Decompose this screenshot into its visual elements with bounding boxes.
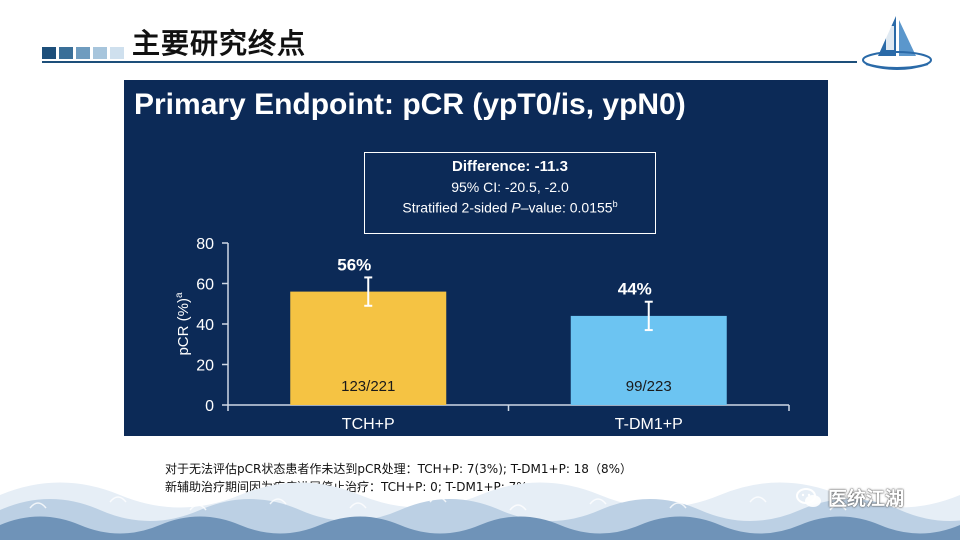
bar-chart: 0 20 40 60 80 pCR (%)a 56% 123/221 TCH+P 44% 99/22… (174, 236, 790, 433)
y-tick-label: 40 (196, 317, 214, 334)
panel-title: Primary Endpoint: pCR (ypT0/is, ypN0) (134, 88, 686, 121)
chart-panel: Primary Endpoint: pCR (ypT0/is, ypN0) Di… (124, 80, 828, 436)
y-tick-label: 20 (196, 358, 214, 375)
decoration-square (42, 47, 56, 59)
bar-count-label: 123/221 (341, 378, 395, 395)
x-tick-label: TCH+P (342, 416, 395, 433)
y-tick-label: 80 (196, 236, 214, 253)
decoration-square (110, 47, 124, 59)
wechat-icon (796, 487, 821, 507)
pvalue-suffix: –value: 0.0155 (520, 199, 613, 216)
difference-text: Difference: -11.3 (452, 158, 568, 175)
difference-box: Difference: -11.3 95% CI: -20.5, -2.0 St… (364, 152, 656, 234)
bar-count-label: 99/223 (626, 378, 672, 395)
pvalue-prefix: Stratified 2-sided (402, 199, 512, 216)
data-label: 44% (618, 280, 652, 299)
watermark-text: 医统江湖 (828, 488, 905, 510)
title-decoration-squares (42, 47, 124, 59)
slide-title: 主要研究终点 (132, 27, 307, 60)
y-axis-label: pCR (%)a (174, 292, 192, 356)
sailboat-logo (862, 16, 932, 70)
x-tick-label: T-DM1+P (615, 416, 683, 433)
y-tick-label: 60 (196, 277, 214, 294)
title-divider (42, 61, 857, 63)
decoration-square (59, 47, 73, 59)
wave-decoration (0, 482, 960, 540)
decoration-square (76, 47, 90, 59)
confidence-interval-text: 95% CI: -20.5, -2.0 (451, 179, 569, 195)
bar (290, 291, 447, 405)
watermark: 医统江湖 (796, 484, 904, 511)
y-axis-label-superscript: a (174, 292, 185, 298)
data-label: 56% (337, 255, 371, 274)
pvalue-text: Stratified 2-sided P–value: 0.0155b (365, 199, 655, 216)
footnote-line: 对于无法评估pCR状态患者作未达到pCR处理：TCH+P: 7(3%); T-D… (165, 462, 632, 476)
decoration-square (93, 47, 107, 59)
pvalue-superscript: b (612, 199, 618, 209)
y-tick-label: 0 (205, 398, 214, 415)
pvalue-p: P (511, 199, 521, 216)
